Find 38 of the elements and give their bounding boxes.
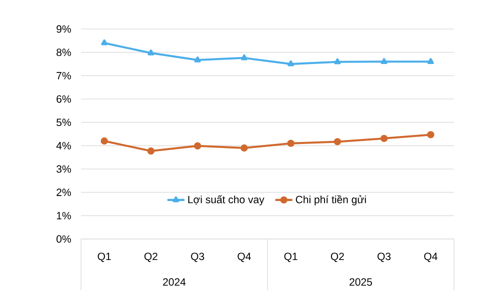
y-tick-label: 7% bbox=[56, 72, 71, 80]
x-tick-label: Q2 bbox=[330, 252, 344, 262]
y-tick-label: 1% bbox=[56, 212, 71, 220]
point bbox=[287, 140, 294, 147]
point bbox=[427, 58, 434, 64]
point bbox=[100, 137, 108, 145]
point bbox=[334, 138, 342, 146]
y-tick-label: 3% bbox=[56, 165, 71, 173]
point bbox=[380, 58, 388, 64]
y-tick-label: 0% bbox=[56, 235, 71, 243]
point bbox=[194, 56, 201, 62]
point bbox=[288, 60, 294, 66]
point bbox=[101, 39, 108, 46]
y-tick-label: 6% bbox=[56, 95, 71, 103]
point bbox=[380, 134, 388, 142]
x-tick-label: Q2 bbox=[144, 252, 158, 262]
text: 2025 bbox=[350, 278, 372, 286]
x-tick-label: Q3 bbox=[378, 252, 391, 262]
y-tick-label: 2% bbox=[56, 188, 71, 196]
x-tick-label: Q1 bbox=[284, 252, 298, 262]
y-tick-label: 9% bbox=[56, 25, 71, 33]
y-tick-label: 4% bbox=[56, 142, 71, 150]
point bbox=[147, 147, 155, 155]
x-tick-label: Q4 bbox=[238, 252, 251, 262]
point bbox=[334, 58, 341, 64]
point bbox=[194, 142, 202, 150]
y-tick-label: 5% bbox=[56, 118, 71, 126]
point bbox=[240, 144, 248, 152]
point bbox=[240, 54, 248, 60]
x-tick-label: Q4 bbox=[424, 252, 438, 262]
text: 2024 bbox=[163, 278, 186, 286]
legend-label: Lợi suất cho vay bbox=[188, 195, 264, 206]
y-tick-label: 8% bbox=[56, 48, 71, 56]
x-tick-label: Q1 bbox=[98, 252, 111, 262]
legend-label: Chi phí tiền gửi bbox=[296, 195, 366, 206]
x-tick-label: Q3 bbox=[191, 252, 204, 262]
point bbox=[148, 49, 154, 56]
point bbox=[427, 131, 434, 138]
